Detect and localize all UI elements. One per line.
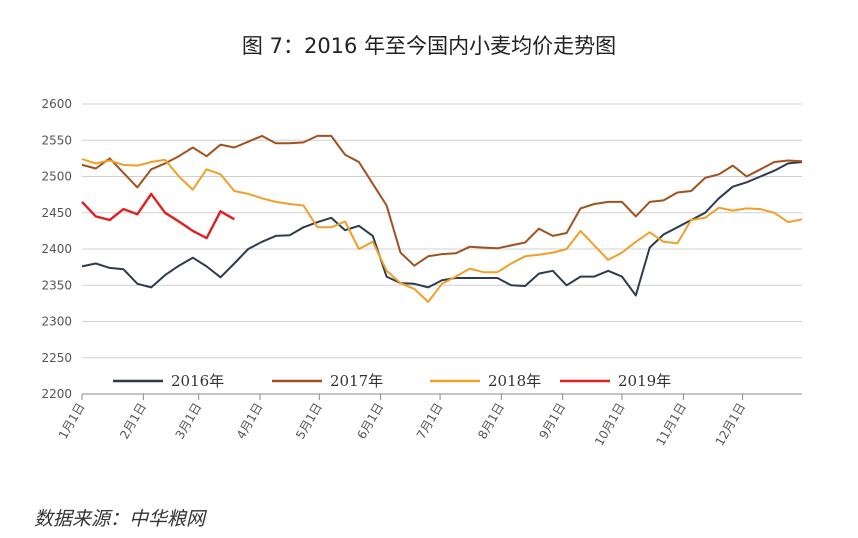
series-line-4 bbox=[81, 192, 235, 240]
y-tick-label: 2600 bbox=[41, 97, 72, 111]
y-tick-label: 2400 bbox=[41, 242, 72, 256]
legend-label: 2016年 bbox=[171, 372, 224, 390]
x-tick-label: 2月1日 bbox=[117, 401, 149, 442]
x-tick-label: 1月1日 bbox=[56, 401, 88, 442]
x-tick-label: 9月1日 bbox=[536, 401, 568, 442]
x-tick-label: 5月1日 bbox=[293, 401, 325, 442]
y-tick-label: 2500 bbox=[41, 170, 72, 184]
x-tick-label: 12月1日 bbox=[713, 401, 749, 449]
chart-title: 图 7：2016 年至今国内小麦均价走势图 bbox=[241, 34, 617, 58]
x-tick-label: 3月1日 bbox=[173, 401, 205, 442]
series-line-3 bbox=[81, 158, 803, 303]
y-tick-label: 2350 bbox=[41, 278, 72, 292]
grid-lines bbox=[82, 103, 802, 359]
series-line-2 bbox=[81, 134, 803, 267]
legend: 2016年 2017年 2018年 2019年 bbox=[113, 372, 671, 390]
legend-label: 2018年 bbox=[488, 372, 541, 390]
x-tick-label: 11月1日 bbox=[653, 401, 689, 449]
y-tick-label: 2200 bbox=[41, 387, 72, 401]
x-tick-label: 8月1日 bbox=[475, 401, 507, 442]
legend-label: 2017年 bbox=[330, 372, 383, 390]
x-tick-labels: 1月1日 2月1日 3月1日 4月1日 5月1日 6月1日 7月1日 8月1日 9月1日 10月1… bbox=[56, 394, 748, 448]
legend-label: 2019年 bbox=[618, 372, 671, 390]
x-tick-label: 4月1日 bbox=[234, 401, 266, 442]
source-note: 数据来源：中华粮网 bbox=[34, 508, 206, 530]
y-tick-label: 2450 bbox=[41, 206, 72, 220]
x-tick-label: 7月1日 bbox=[414, 401, 446, 442]
x-tick-label: 6月1日 bbox=[354, 401, 386, 442]
y-tick-label: 2550 bbox=[41, 133, 72, 147]
series-lines bbox=[81, 134, 803, 303]
series-line-1 bbox=[81, 161, 803, 297]
y-tick-label: 2250 bbox=[41, 351, 72, 365]
y-tick-labels: 2200 2250 2300 2350 2400 2450 2500 2550 2600 bbox=[41, 97, 72, 401]
y-tick-label: 2300 bbox=[41, 315, 72, 329]
x-tick-label: 10月1日 bbox=[592, 401, 628, 449]
